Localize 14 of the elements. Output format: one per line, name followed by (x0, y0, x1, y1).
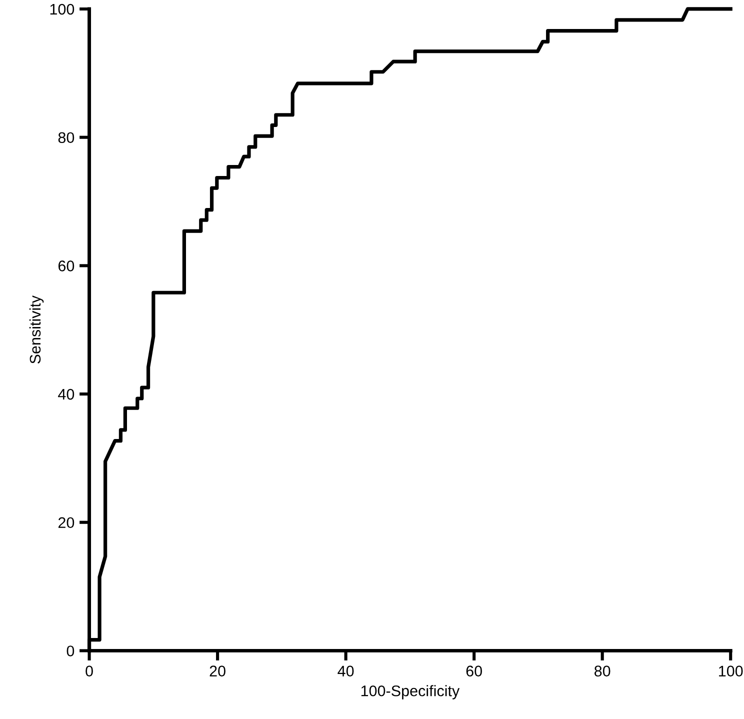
y-tick-label: 60 (58, 260, 74, 272)
x-tick-label: 40 (338, 666, 354, 676)
x-tick-label: 100 (719, 666, 743, 676)
y-axis-title: Sensitivity (29, 295, 44, 364)
x-tick-label: 80 (594, 666, 610, 676)
y-tick-label: 0 (66, 646, 74, 656)
y-tick-label: 20 (58, 517, 74, 528)
y-tick-label: 40 (58, 388, 74, 400)
y-tick-label: 80 (58, 132, 74, 144)
x-tick-label: 60 (466, 666, 482, 676)
x-tick-label: 20 (210, 666, 226, 676)
x-axis-title: 100-Specificity (361, 685, 460, 700)
x-tick-label: 0 (86, 666, 93, 676)
y-tick-label: 100 (50, 4, 74, 15)
